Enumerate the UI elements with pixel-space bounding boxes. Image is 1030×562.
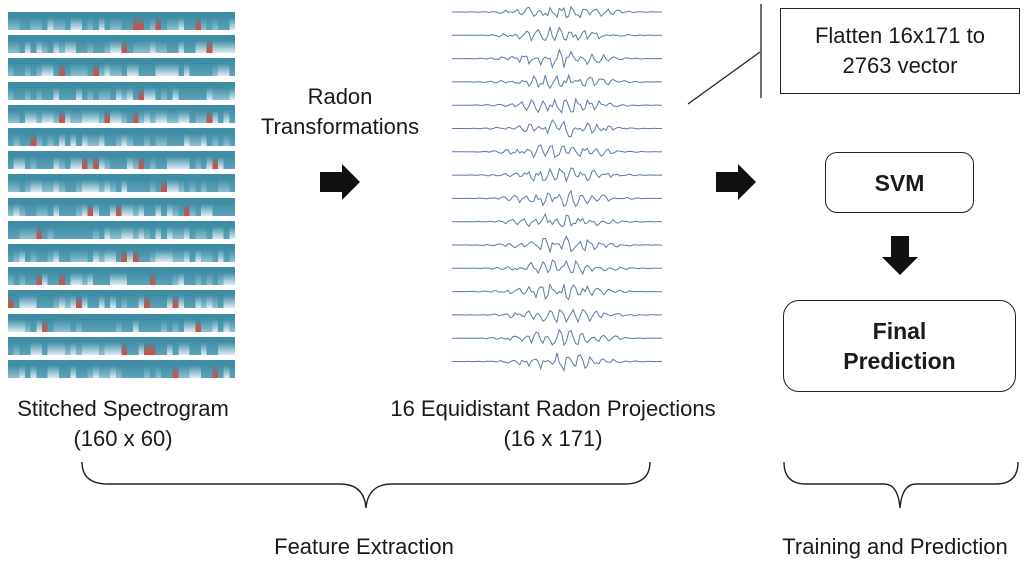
svm-label: SVM	[874, 169, 925, 196]
radon-projection-line	[452, 97, 663, 114]
spectrogram-strip	[8, 174, 235, 193]
spectrogram-strip	[8, 35, 235, 54]
radon-projection-line	[452, 73, 662, 90]
radon-projection-line	[452, 352, 663, 373]
final-prediction-box: Final Prediction	[783, 300, 1016, 392]
radon-projection-line	[452, 25, 662, 43]
flatten-box: Flatten 16x171 to 2763 vector	[780, 8, 1020, 94]
flatten-line2: 2763 vector	[842, 53, 958, 78]
training-prediction-label: Training and Prediction	[782, 534, 1008, 559]
spectrogram-strip	[8, 81, 235, 100]
feature-extraction-brace	[81, 461, 651, 509]
spectrogram-strip	[8, 267, 235, 286]
flatten-connector-line	[687, 51, 761, 105]
final-line1: Final	[872, 318, 927, 344]
radon-step-line2: Transformations	[260, 114, 420, 139]
spectrogram-title: Stitched Spectrogram	[17, 396, 229, 421]
arrow-right-icon-2	[716, 164, 756, 200]
spectrogram-strip	[8, 12, 235, 30]
radon-projection-line	[452, 119, 662, 138]
spectrogram-strip	[8, 313, 235, 332]
svm-box: SVM	[825, 152, 974, 213]
spectrogram-strip	[8, 220, 235, 239]
spectrogram-strip	[8, 336, 235, 355]
radon-step-line1: Radon	[307, 84, 373, 109]
final-line2: Prediction	[843, 348, 956, 374]
spectrogram-dims: (160 x 60)	[73, 426, 173, 451]
spectrogram-strip	[8, 197, 235, 216]
flatten-line1: Flatten 16x171 to	[814, 23, 985, 48]
training-prediction-brace	[783, 461, 1019, 509]
radon-projection-waves	[452, 5, 663, 373]
spectrogram-strip	[8, 58, 235, 77]
arrow-down-icon	[882, 236, 918, 275]
radon-projection-line	[452, 235, 663, 254]
projections-title: 16 Equidistant Radon Projections	[390, 396, 716, 421]
spectrogram-strip	[8, 104, 235, 123]
radon-projection-line	[452, 283, 663, 301]
feature-extraction-label: Feature Extraction	[274, 534, 454, 559]
radon-projection-line	[452, 167, 662, 183]
spectrogram-strip	[8, 151, 235, 170]
radon-projection-line	[452, 212, 663, 228]
radon-projection-line	[452, 143, 663, 159]
radon-projection-line	[452, 189, 662, 208]
spectrogram-strip	[8, 244, 235, 262]
projections-dims: (16 x 171)	[503, 426, 603, 451]
radon-projection-line	[452, 328, 663, 347]
radon-projection-line	[452, 308, 663, 324]
arrow-right-icon	[320, 164, 360, 200]
radon-projection-line	[452, 259, 662, 276]
spectrogram-strip	[8, 360, 235, 378]
radon-projection-line	[452, 5, 662, 19]
spectrogram-strip	[8, 290, 235, 309]
spectrogram-strip	[8, 128, 235, 146]
radon-projection-line	[452, 48, 662, 69]
